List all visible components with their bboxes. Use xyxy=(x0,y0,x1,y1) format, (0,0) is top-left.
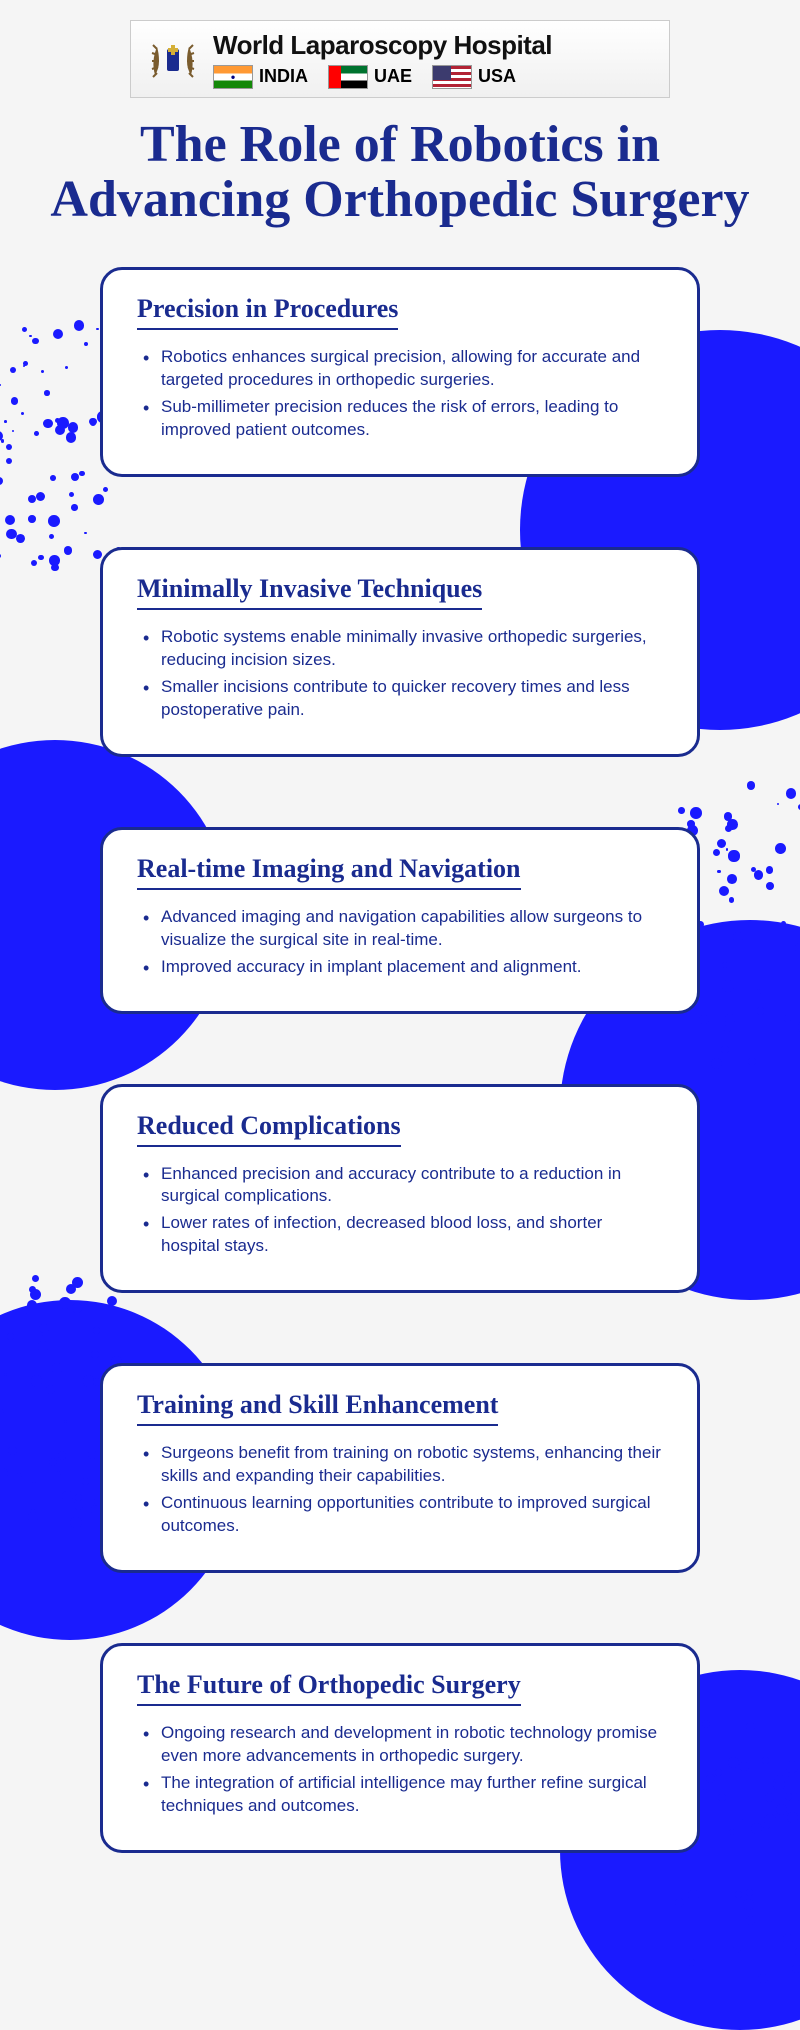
card-bullet: Surgeons benefit from training on roboti… xyxy=(143,1442,663,1488)
cards-list: Precision in Procedures Robotics enhances… xyxy=(0,267,800,1853)
hospital-name: World Laparoscopy Hospital xyxy=(213,30,657,61)
card-heading: Minimally Invasive Techniques xyxy=(137,574,482,610)
card-bullet: Ongoing research and development in robo… xyxy=(143,1722,663,1768)
usa-flag-icon xyxy=(432,65,472,89)
flag-usa: USA xyxy=(432,65,516,89)
card-heading: The Future of Orthopedic Surgery xyxy=(137,1670,521,1706)
card-bullet: Lower rates of infection, decreased bloo… xyxy=(143,1212,663,1258)
card-heading: Reduced Complications xyxy=(137,1111,401,1147)
card-bullet-list: Ongoing research and development in robo… xyxy=(137,1722,663,1818)
country-label: USA xyxy=(478,66,516,87)
info-card: The Future of Orthopedic Surgery Ongoing … xyxy=(100,1643,700,1853)
card-bullet: Sub-millimeter precision reduces the ris… xyxy=(143,396,663,442)
info-card: Minimally Invasive Techniques Robotic sys… xyxy=(100,547,700,757)
card-bullet-list: Robotics enhances surgical precision, al… xyxy=(137,346,663,442)
card-heading: Precision in Procedures xyxy=(137,294,398,330)
card-bullet: Improved accuracy in implant placement a… xyxy=(143,956,663,979)
laurel-emblem-icon xyxy=(143,29,203,89)
card-bullet: Advanced imaging and navigation capabili… xyxy=(143,906,663,952)
card-bullet-list: Enhanced precision and accuracy contribu… xyxy=(137,1163,663,1259)
country-label: INDIA xyxy=(259,66,308,87)
card-heading: Real-time Imaging and Navigation xyxy=(137,854,521,890)
card-heading: Training and Skill Enhancement xyxy=(137,1390,498,1426)
logo-banner: World Laparoscopy Hospital INDIA UAE USA xyxy=(130,20,670,98)
card-bullet-list: Robotic systems enable minimally invasiv… xyxy=(137,626,663,722)
page-title: The Role of Robotics in Advancing Orthop… xyxy=(40,118,760,227)
info-card: Training and Skill Enhancement Surgeons b… xyxy=(100,1363,700,1573)
flag-india: INDIA xyxy=(213,65,308,89)
card-bullet: Smaller incisions contribute to quicker … xyxy=(143,676,663,722)
uae-flag-icon xyxy=(328,65,368,89)
info-card: Precision in Procedures Robotics enhances… xyxy=(100,267,700,477)
country-label: UAE xyxy=(374,66,412,87)
card-bullet: Enhanced precision and accuracy contribu… xyxy=(143,1163,663,1209)
flag-uae: UAE xyxy=(328,65,412,89)
logo-text: World Laparoscopy Hospital INDIA UAE USA xyxy=(213,30,657,89)
card-bullet: Robotic systems enable minimally invasiv… xyxy=(143,626,663,672)
card-bullet: Robotics enhances surgical precision, al… xyxy=(143,346,663,392)
card-bullet-list: Surgeons benefit from training on roboti… xyxy=(137,1442,663,1538)
card-bullet: Continuous learning opportunities contri… xyxy=(143,1492,663,1538)
info-card: Real-time Imaging and Navigation Advanced… xyxy=(100,827,700,1014)
logo-countries: INDIA UAE USA xyxy=(213,65,657,89)
india-flag-icon xyxy=(213,65,253,89)
info-card: Reduced Complications Enhanced precision … xyxy=(100,1084,700,1294)
card-bullet-list: Advanced imaging and navigation capabili… xyxy=(137,906,663,979)
card-bullet: The integration of artificial intelligen… xyxy=(143,1772,663,1818)
